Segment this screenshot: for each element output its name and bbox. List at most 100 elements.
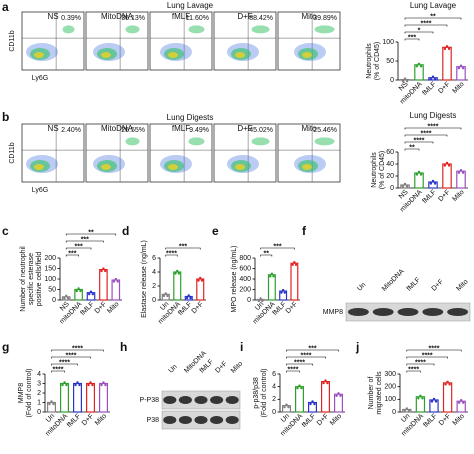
band	[397, 308, 419, 316]
flow-percent: 45.02%	[249, 127, 273, 134]
significance-label: **	[409, 144, 415, 151]
significance-bracket	[260, 254, 273, 257]
panel-label: b	[2, 110, 9, 124]
data-dot	[300, 386, 303, 390]
bar	[196, 278, 205, 301]
significance-bracket	[406, 363, 435, 366]
data-dot	[197, 279, 200, 282]
y-tick-label: 4	[272, 384, 276, 391]
data-dot	[326, 381, 329, 385]
data-dot	[285, 403, 288, 406]
x-tick-label: fMLF	[421, 189, 437, 205]
flow-plot-name: Mito	[301, 124, 317, 133]
y-tick-label: 6	[272, 371, 276, 378]
significance-label: ***	[179, 243, 187, 250]
y-tick-label: 2	[272, 396, 276, 403]
data-dot	[337, 392, 340, 395]
panel-label: g	[2, 340, 9, 354]
y-axis-label: Elastase release (ng/mL)	[141, 240, 148, 318]
flow-plot	[149, 11, 213, 71]
data-dot	[421, 397, 424, 400]
data-dot	[259, 297, 262, 300]
significance-label: ****	[166, 250, 177, 257]
lane-label: MitoDNA	[381, 268, 406, 293]
y-tick-label: 0	[392, 409, 396, 416]
bar	[173, 271, 182, 301]
significance-bracket	[404, 31, 434, 34]
cell-cloud	[188, 137, 205, 146]
x-tick-label: D+F	[191, 301, 205, 315]
flow-plot-name: fMLF	[172, 12, 190, 21]
significance-label: ***	[68, 250, 76, 257]
y-tick-label: 3	[37, 380, 41, 387]
data-dot	[189, 296, 192, 300]
significance-label: ***	[273, 243, 281, 250]
y-tick-label: 1	[37, 399, 41, 406]
panel-label: i	[240, 340, 243, 354]
cell-cloud	[251, 25, 270, 34]
data-dot	[461, 67, 465, 70]
flow-percent: 11.60%	[186, 15, 209, 22]
x-tick-label: D+F	[81, 413, 95, 427]
cell-cloud	[188, 25, 205, 34]
data-dot	[283, 291, 287, 294]
data-dot	[457, 171, 461, 174]
y-axis-label: (Fold of control)	[26, 368, 33, 417]
significance-label: ****	[429, 345, 440, 352]
data-dot	[461, 171, 465, 174]
significance-label: ***	[408, 34, 416, 41]
data-dot	[419, 173, 423, 176]
band	[225, 396, 239, 404]
significance-bracket	[286, 370, 300, 373]
significance-label: ****	[408, 366, 419, 373]
data-dot	[75, 289, 78, 293]
data-dot	[176, 269, 179, 273]
flow-percent: 2.40%	[61, 127, 81, 134]
bar	[85, 382, 95, 413]
data-dot	[257, 299, 261, 303]
data-dot	[335, 394, 338, 397]
data-dot	[270, 272, 274, 275]
x-tick-label: D+F	[437, 189, 451, 203]
panel-label: c	[2, 224, 9, 238]
significance-bracket	[406, 356, 448, 359]
significance-label: ****	[415, 359, 426, 366]
panel-label: f	[302, 224, 307, 238]
data-dot	[339, 394, 342, 397]
y-tick-label: 4	[152, 269, 156, 276]
band	[347, 308, 369, 316]
data-dot	[162, 294, 166, 298]
x-tick-label: Un	[45, 413, 56, 424]
data-dot	[100, 269, 103, 273]
bar	[99, 268, 108, 301]
y-tick-label: 100	[384, 396, 396, 403]
data-dot	[280, 291, 283, 294]
data-dot	[430, 400, 434, 403]
data-dot	[65, 383, 68, 387]
y-tick-label: 50	[386, 58, 394, 65]
significance-bracket	[404, 17, 462, 20]
data-dot	[76, 381, 79, 384]
flow-y-label: CD11b	[9, 142, 16, 163]
band	[178, 416, 192, 424]
data-dot	[291, 263, 294, 266]
data-dot	[74, 383, 77, 387]
panel-label: h	[120, 340, 127, 354]
data-dot	[65, 294, 68, 298]
bar	[290, 262, 299, 301]
data-dot	[417, 397, 420, 400]
flow-plot	[149, 123, 213, 183]
data-dot	[114, 277, 118, 281]
significance-bracket	[286, 363, 313, 366]
flow-plot-name: NS	[47, 12, 58, 21]
data-dot	[293, 261, 296, 264]
y-tick-label: 600	[239, 265, 251, 272]
data-dot	[298, 384, 301, 387]
bar	[267, 274, 276, 301]
data-dot	[87, 383, 90, 387]
data-dot	[104, 383, 107, 387]
data-dot	[433, 78, 437, 81]
flow-plot-name: D+F	[237, 124, 252, 133]
data-dot	[177, 272, 181, 275]
data-dot	[462, 401, 465, 404]
